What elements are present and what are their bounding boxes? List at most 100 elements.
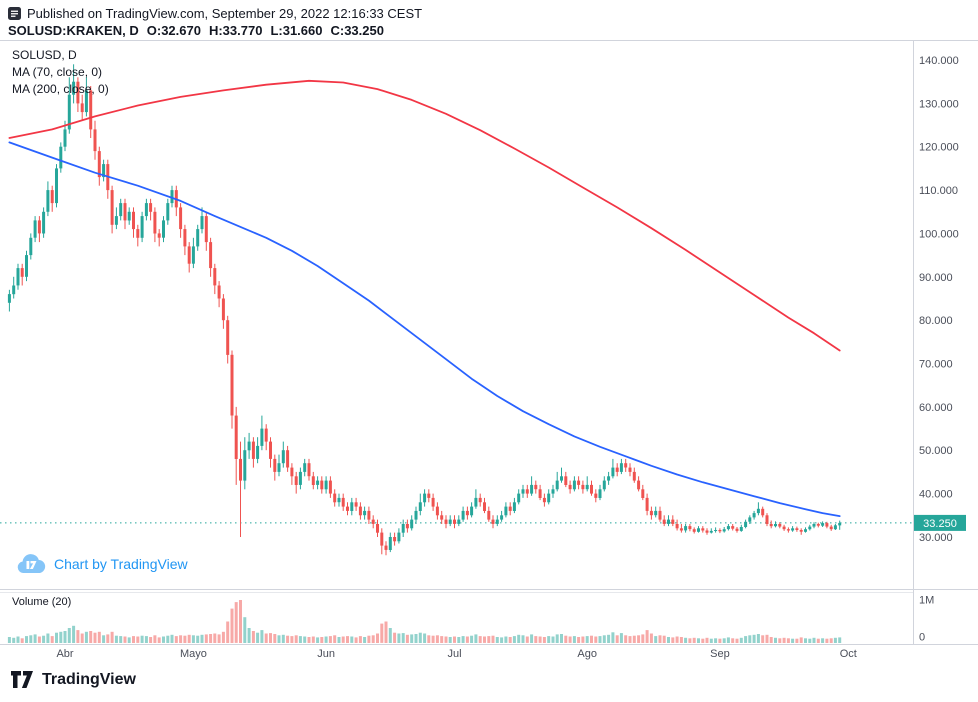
candle-body	[692, 529, 696, 532]
candle-body	[123, 203, 127, 221]
volume-axis[interactable]: 1M 0	[919, 595, 934, 644]
published-row: Published on TradingView.com, September …	[8, 6, 422, 21]
candle-body	[534, 484, 538, 490]
candle-body	[478, 497, 482, 503]
candle-body	[838, 522, 842, 526]
price-tick-label: 80.000	[919, 315, 953, 327]
chart-legend: SOLUSD, D MA (70, close, 0) MA (200, clo…	[12, 47, 109, 98]
footer-brand[interactable]: TradingView	[10, 670, 136, 689]
volume-bar	[97, 631, 101, 643]
volume-bar	[260, 630, 264, 643]
candle-body	[89, 90, 93, 130]
volume-bar	[799, 637, 803, 643]
candle-body	[149, 203, 153, 212]
volume-bar	[470, 635, 474, 643]
volume-bar	[795, 638, 799, 643]
candle-body	[697, 528, 700, 532]
volume-bar	[525, 636, 529, 643]
volume-bar	[483, 636, 486, 643]
candle-body	[46, 190, 50, 212]
candle-body	[303, 463, 307, 472]
candle-body	[791, 528, 795, 531]
volume-bar	[534, 636, 538, 643]
tradingview-watermark-link[interactable]: Chart by TradingView	[16, 552, 188, 575]
candle-body	[209, 242, 213, 269]
volume-bar	[786, 638, 790, 643]
volume-bar	[782, 637, 786, 643]
candle-body	[667, 519, 670, 524]
candle-body	[281, 450, 285, 464]
volume-bar	[239, 600, 242, 643]
volume-bar	[448, 637, 452, 643]
candle-body	[320, 480, 324, 490]
candle-body	[200, 216, 204, 230]
candle-body	[234, 415, 238, 459]
candle-body	[25, 255, 28, 277]
volume-bar	[221, 631, 225, 643]
volume-bar	[679, 637, 683, 643]
candle-body	[560, 476, 563, 481]
candle-body	[735, 528, 739, 531]
candle-body	[812, 524, 816, 527]
volume-bar	[33, 634, 37, 643]
candle-body	[581, 484, 585, 490]
candle-body	[508, 506, 512, 511]
candle-body	[162, 220, 165, 238]
candle-body	[42, 211, 46, 234]
candle-body	[256, 445, 260, 459]
volume-bar	[401, 633, 405, 643]
volume-bar	[714, 638, 718, 643]
price-tick-label: 140.000	[919, 55, 959, 67]
legend-symbol[interactable]: SOLUSD, D	[12, 48, 77, 62]
price-axis[interactable]: 140.000 130.000 120.000 110.000 100.000 90.00…	[919, 55, 959, 544]
volume-bar	[619, 633, 623, 643]
volume-bar	[179, 635, 183, 643]
volume-bar	[423, 633, 427, 643]
volume-bar	[358, 636, 362, 643]
candle-body	[380, 532, 384, 546]
time-axis[interactable]: Abr Mayo Jun Jul Ago Sep Oct	[56, 648, 856, 660]
volume-bar	[166, 635, 170, 643]
volume-tick-1m: 1M	[919, 595, 934, 607]
volume-bar	[547, 636, 551, 643]
volume-bar	[701, 638, 705, 643]
price-tick-label: 130.000	[919, 98, 959, 110]
volume-bar	[829, 638, 833, 643]
volume-bar	[256, 632, 260, 643]
volume-bar	[551, 636, 555, 643]
volume-bar	[140, 635, 144, 643]
candle-body	[7, 294, 11, 303]
candle-body	[80, 103, 84, 113]
volume-bar	[294, 635, 298, 643]
month-label: Mayo	[180, 648, 207, 660]
volume-bar	[46, 633, 50, 643]
volume-bar	[324, 636, 328, 643]
legend-ma70[interactable]: MA (70, close, 0)	[12, 65, 103, 79]
candle-body	[530, 484, 534, 494]
candle-body	[671, 519, 675, 524]
volume-bar	[649, 633, 653, 643]
volume-bar	[474, 634, 478, 643]
candle-body	[170, 190, 174, 204]
legend-ma200[interactable]: MA (200, close, 0)	[12, 82, 109, 96]
candle-body	[658, 510, 662, 520]
price-tick-label: 40.000	[919, 489, 953, 501]
volume-bar	[504, 636, 508, 643]
candle-body	[637, 480, 641, 490]
chart-canvas[interactable]: 140.000 130.000 120.000 110.000 100.000 90.00…	[0, 40, 978, 665]
volume-bar	[641, 634, 645, 643]
month-label: Ago	[577, 648, 597, 660]
volume-bar	[363, 637, 367, 643]
candle-body	[157, 233, 161, 238]
volume-bar	[512, 636, 516, 643]
candle-body	[577, 480, 581, 485]
volume-bar	[671, 637, 675, 643]
volume-indicator-label[interactable]: Volume (20)	[12, 596, 72, 608]
candle-body	[294, 476, 298, 485]
candle-body	[782, 526, 786, 530]
candle-body	[525, 489, 529, 494]
candle-body	[619, 463, 623, 472]
volume-bar	[37, 636, 41, 643]
candle-body	[470, 506, 474, 516]
chart-area[interactable]: 140.000 130.000 120.000 110.000 100.000 90.00…	[0, 40, 978, 665]
